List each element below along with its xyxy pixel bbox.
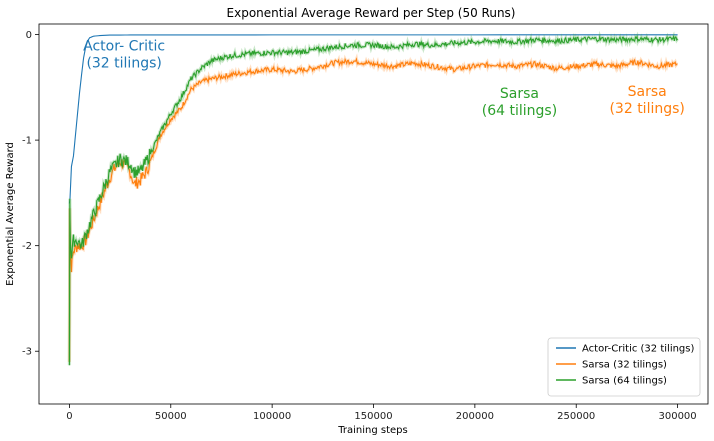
annotation-line: (64 tilings) (482, 103, 557, 119)
x-axis-title: Training steps (337, 425, 407, 436)
chart-title: Exponential Average Reward per Step (50 … (227, 6, 516, 20)
annotation-line: (32 tilings) (86, 55, 161, 71)
annotation-2: Sarsa (32 tilings) (609, 84, 684, 117)
series-layer (67, 30, 679, 366)
x-tick-label: 200000 (456, 411, 494, 422)
legend-label: Sarsa (32 tilings) (582, 360, 667, 371)
annotation-line: (32 tilings) (609, 101, 684, 117)
annotation-layer: Actor- Critic (32 tilings)Sarsa (64 tiling… (83, 38, 685, 119)
y-axis-title: Exponential Average Reward (5, 142, 16, 286)
y-tick-label: -1 (22, 136, 32, 147)
x-tick-label: 0 (66, 411, 72, 422)
series-line-0 (68, 34, 678, 204)
y-tick-label: 0 (26, 30, 32, 41)
y-tick-label: -2 (22, 241, 32, 252)
x-axis: 0 50000 100000 150000 200000 250000 300000 (66, 404, 697, 422)
series-line-2 (68, 34, 679, 366)
legend-box (547, 337, 701, 397)
annotation-1: Sarsa (64 tilings) (482, 86, 557, 119)
legend-label: Actor-Critic (32 tilings) (582, 344, 694, 355)
series-line-1 (68, 57, 678, 362)
y-axis: 0 -1 -2 -3 (22, 30, 39, 358)
legend: Actor-Critic (32 tilings) Sarsa (32 tilin… (547, 337, 701, 397)
x-tick-label: 250000 (557, 411, 595, 422)
annotation-0: Actor- Critic (32 tilings) (83, 38, 165, 71)
annotation-line: Sarsa (500, 86, 539, 102)
x-tick-label: 300000 (658, 411, 696, 422)
x-tick-label: 100000 (253, 411, 291, 422)
annotation-line: Sarsa (628, 84, 667, 100)
x-tick-label: 150000 (354, 411, 392, 422)
annotation-line: Actor- Critic (83, 38, 165, 54)
legend-label: Sarsa (64 tilings) (582, 376, 667, 387)
y-tick-label: -3 (22, 347, 32, 358)
x-tick-label: 50000 (155, 411, 187, 422)
